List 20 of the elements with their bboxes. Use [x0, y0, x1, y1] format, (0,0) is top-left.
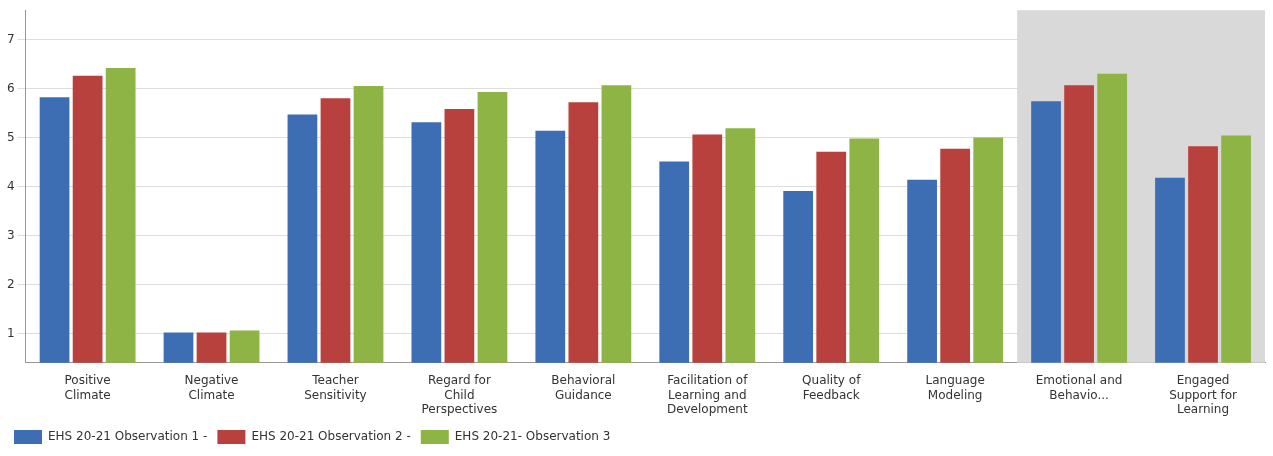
x-tick-label: Positive Climate [64, 373, 111, 402]
y-tick-label: 1 [6, 325, 15, 340]
x-tick-label: Negative Climate [184, 373, 239, 402]
y-tick-label: 7 [6, 31, 15, 46]
x-tick-label: Teacher Sensitivity [304, 373, 367, 402]
x-tick-label: Engaged Support for Learning [1169, 373, 1237, 416]
x-tick-label: Facilitation of Learning and Development [666, 373, 749, 416]
x-tick-label: Behavioral Guidance [551, 373, 616, 402]
legend-label: EHS 20-21- Observation 3 [454, 429, 611, 444]
y-tick-label: 5 [6, 129, 15, 144]
y-tick-label: 2 [6, 276, 15, 291]
legend-label: EHS 20-21 Observation 1 - [48, 429, 208, 444]
y-tick-label: 3 [6, 227, 15, 242]
x-tick-label: Language Modeling [925, 373, 985, 402]
x-tick-label: Quality of Feedback [802, 373, 862, 402]
x-tick-label: Regard for Child Perspectives [421, 373, 498, 416]
x-tick-label: Emotional and Behavio... [1035, 373, 1123, 402]
y-tick-label: 6 [6, 80, 15, 95]
legend-label: EHS 20-21 Observation 2 - [251, 429, 411, 444]
y-tick-label: 4 [6, 178, 15, 193]
